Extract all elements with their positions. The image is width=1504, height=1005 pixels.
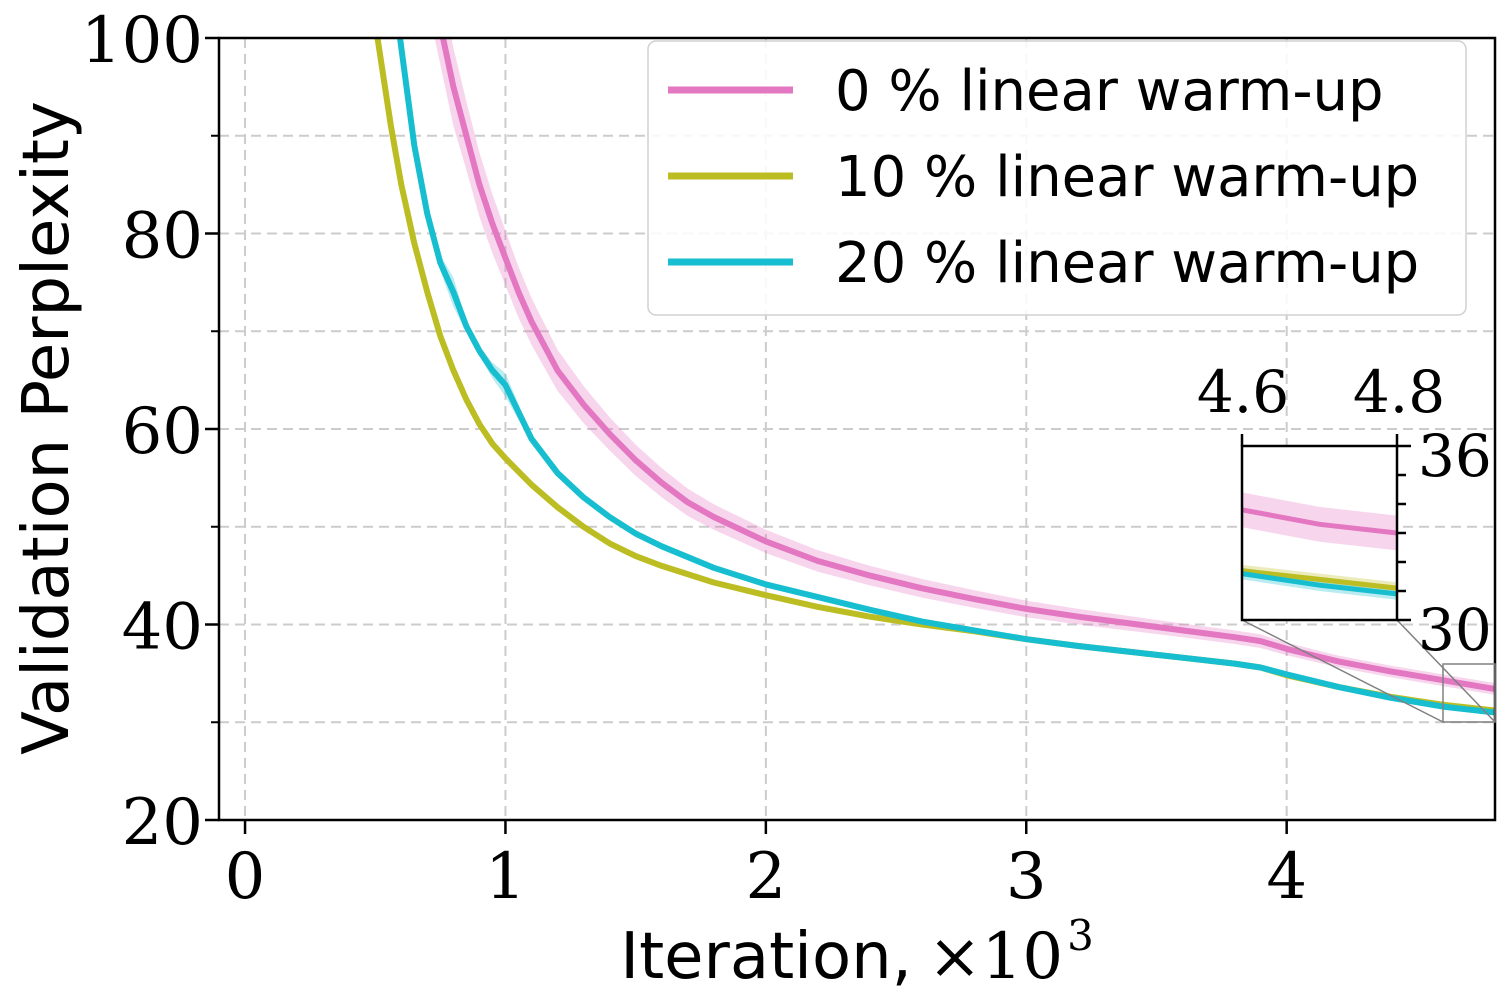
- inset-line-20pct: [1242, 571, 1397, 597]
- y-tick-label-80: 80: [122, 200, 203, 274]
- y-tick-label-60: 60: [122, 395, 203, 469]
- axis-ticks: 0 1 2 3 4 20 40 60 80 100: [81, 4, 1307, 914]
- x-tick-label-2: 2: [745, 840, 786, 914]
- inset-ytick-label-36: 36: [1418, 422, 1492, 490]
- series-lines: [374, 38, 1495, 716]
- x-tick-label-4: 4: [1266, 840, 1307, 914]
- y-tick-label-20: 20: [122, 786, 203, 860]
- inset-line-10pct: [1242, 568, 1397, 591]
- x-tick-label-1: 1: [485, 840, 526, 914]
- legend-label-20pct: 20 % linear warm-up: [835, 231, 1419, 296]
- inset-zoom: 4.6 4.8 36 30: [1197, 358, 1492, 664]
- inset-band-0pct: [1242, 492, 1397, 551]
- legend: 0 % linear warm-up 10 % linear warm-up 2…: [647, 40, 1467, 316]
- inset-lines: [1242, 507, 1397, 597]
- x-axis-label: Iteration, ×10 3: [620, 911, 1094, 994]
- zoom-connector-left: [1241, 619, 1444, 723]
- x-tick-label-0: 0: [225, 840, 266, 914]
- inset-ticks: [1240, 434, 1411, 622]
- zoom-region: [1442, 663, 1496, 723]
- inset-xtick-label-4.6: 4.6: [1197, 358, 1289, 426]
- zoom-connector-right: [1396, 619, 1496, 723]
- series-line-0pct: [439, 38, 1495, 692]
- y-tick-label-100: 100: [81, 4, 203, 78]
- legend-box: [647, 40, 1467, 316]
- x-tick-label-3: 3: [1006, 840, 1047, 914]
- inset-ytick-label-30: 30: [1418, 596, 1492, 664]
- series-line-20pct: [396, 38, 1495, 716]
- inset-xtick-label-4.8: 4.8: [1353, 358, 1445, 426]
- y-axis-label: Validation Perplexity: [10, 101, 84, 755]
- legend-label-0pct: 0 % linear warm-up: [835, 59, 1384, 124]
- inset-line-0pct: [1242, 507, 1397, 536]
- y-tick-label-40: 40: [122, 591, 203, 665]
- legend-label-10pct: 10 % linear warm-up: [835, 145, 1419, 210]
